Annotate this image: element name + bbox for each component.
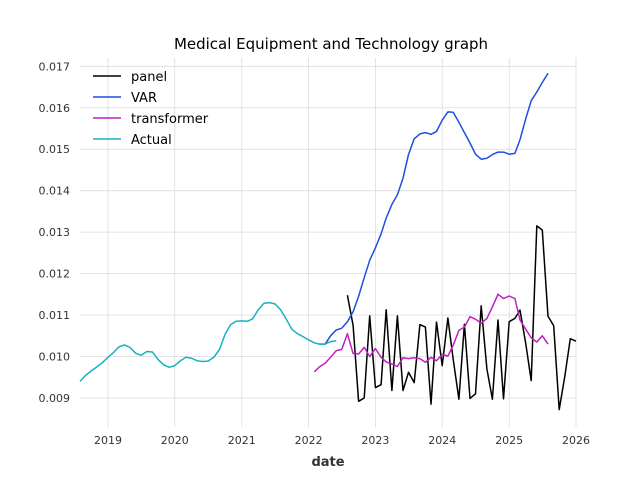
series-line-panel	[346, 225, 577, 411]
x-tick-label: 2020	[161, 434, 189, 447]
legend-label-transformer: transformer	[131, 112, 209, 127]
x-tick-label: 2021	[228, 434, 256, 447]
x-tick-label: 2023	[361, 434, 389, 447]
y-tick-label: 0.016	[39, 102, 71, 115]
y-tick-label: 0.011	[39, 309, 71, 322]
x-tick-label: 2026	[562, 434, 590, 447]
series-line-var	[319, 72, 549, 345]
legend-label-panel: panel	[131, 70, 167, 85]
legend: panel VAR transformer Actual	[93, 70, 209, 148]
y-tick-label: 0.014	[39, 185, 71, 198]
series-layer	[79, 72, 577, 411]
y-tick-label: 0.015	[39, 143, 71, 156]
x-tick-label: 2024	[428, 434, 456, 447]
y-tick-label: 0.010	[39, 351, 71, 364]
y-tick-label: 0.009	[39, 392, 71, 405]
x-tick-label: 2022	[295, 434, 323, 447]
x-tick-label: 2025	[495, 434, 523, 447]
y-tick-label: 0.012	[39, 268, 71, 281]
x-axis-label: date	[311, 455, 344, 470]
x-tick-label: 2019	[94, 434, 122, 447]
series-line-transformer	[313, 293, 549, 373]
axes: 2019 2020 2021 2022 2023 2024 2025 2026 0.009 0.0…	[39, 60, 591, 447]
y-tick-label: 0.013	[39, 226, 71, 239]
legend-label-var: VAR	[131, 91, 157, 106]
legend-label-actual: Actual	[131, 133, 172, 148]
y-tick-label: 0.017	[39, 60, 71, 73]
series-line-actual	[79, 301, 337, 382]
chart-title: Medical Equipment and Technology graph	[174, 35, 488, 53]
